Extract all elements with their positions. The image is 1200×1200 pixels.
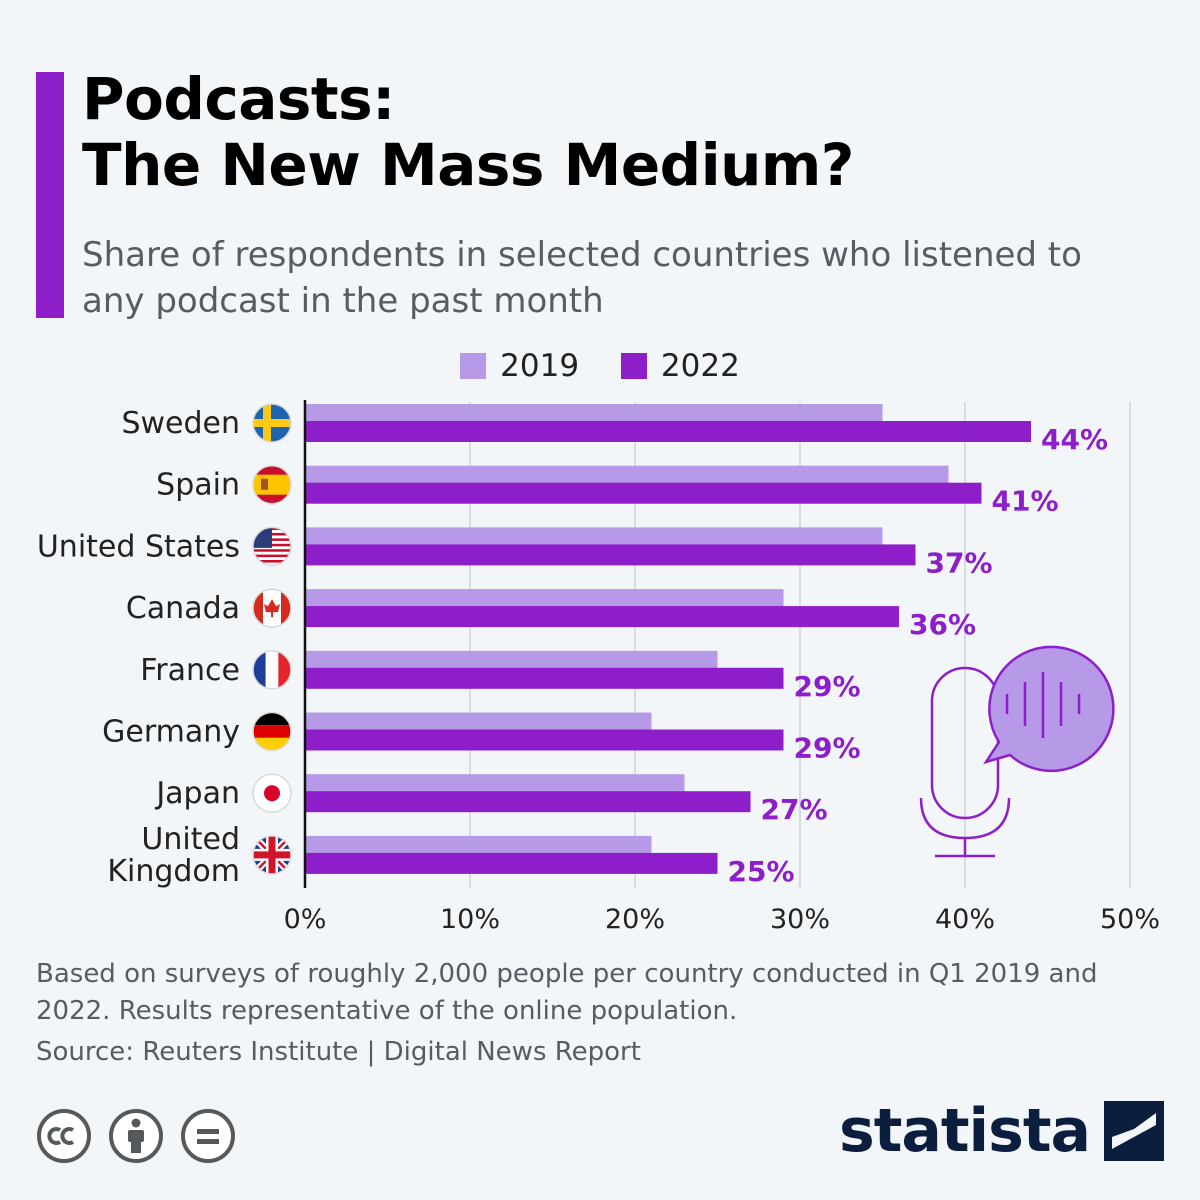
bar-2022-japan xyxy=(305,791,751,813)
bar-2019-spain xyxy=(305,465,949,485)
x-tick-label: 0% xyxy=(284,904,327,935)
flag-sweden-icon xyxy=(252,403,292,443)
legend-item-2019: 2019 xyxy=(460,348,579,384)
statista-mark-icon xyxy=(1104,1101,1164,1161)
data-label: 41% xyxy=(992,485,1059,518)
license-icons xyxy=(36,1108,236,1164)
brand-name: statista xyxy=(838,1096,1091,1166)
category-label: Sweden xyxy=(121,406,240,441)
category-label: Japan xyxy=(154,776,240,811)
x-tick-label: 20% xyxy=(605,904,665,935)
legend-swatch-2019 xyxy=(460,353,487,379)
accent-bar xyxy=(36,72,64,318)
data-label: 29% xyxy=(794,732,861,765)
data-label: 27% xyxy=(761,793,828,826)
bar-2022-germany xyxy=(305,729,784,751)
bar-2019-france xyxy=(305,650,718,670)
bar-2019-united-kingdom xyxy=(305,835,652,855)
category-label: France xyxy=(140,653,240,688)
legend-label-2019: 2019 xyxy=(500,348,580,384)
bar-2019-japan xyxy=(305,774,685,794)
bar-2022-united-states xyxy=(305,544,916,566)
flag-japan-icon xyxy=(252,773,292,813)
statista-logo: statista xyxy=(839,1096,1164,1166)
bar-2022-france xyxy=(305,667,784,689)
flag-france-icon xyxy=(252,650,292,690)
data-label: 29% xyxy=(794,670,861,703)
cc-icon xyxy=(37,1109,91,1163)
microphone-speech-bubble-icon xyxy=(919,645,1115,858)
x-tick-label: 40% xyxy=(935,904,995,935)
x-tick-label: 30% xyxy=(770,904,830,935)
bar-chart: 0% 10% 20% 30% 40% 50% 44% Sweden 41% Spain 37% Uni… xyxy=(37,400,1160,935)
bar-2019-united-states xyxy=(305,527,883,547)
flag-united-states-icon xyxy=(252,526,292,567)
data-label: 25% xyxy=(728,855,795,888)
data-label: 36% xyxy=(909,608,976,641)
legend-swatch-2022 xyxy=(620,353,647,379)
no-derivatives-icon xyxy=(181,1109,235,1163)
flag-canada-icon xyxy=(252,588,292,628)
legend-item-2022: 2022 xyxy=(620,348,740,384)
bar-2022-united-kingdom xyxy=(305,852,718,874)
chart-title: Podcasts: The New Mass Medium? xyxy=(82,65,854,199)
category-label: Spain xyxy=(156,468,240,503)
bar-2022-canada xyxy=(305,606,899,628)
x-tick-label: 50% xyxy=(1100,904,1160,935)
flag-united-kingdom-icon xyxy=(252,835,292,875)
data-label: 44% xyxy=(1041,423,1108,456)
category-label: United States xyxy=(37,529,240,564)
legend: 2019 2022 xyxy=(0,348,1200,387)
bar-2019-germany xyxy=(305,712,652,732)
category-label: Germany xyxy=(102,715,240,750)
x-tick-label: 10% xyxy=(440,904,500,935)
flag-spain-icon xyxy=(252,464,292,505)
bar-2019-canada xyxy=(305,589,784,609)
attribution-icon xyxy=(109,1109,163,1163)
legend-label-2022: 2022 xyxy=(660,348,740,384)
speech-bubble xyxy=(983,645,1115,773)
bar-2022-sweden xyxy=(305,421,1031,442)
source-note: Source: Reuters Institute | Digital News… xyxy=(36,1037,641,1067)
footnote: Based on surveys of roughly 2,000 people… xyxy=(36,959,1098,1026)
bar-2019-sweden xyxy=(305,404,883,423)
category-label: United Kingdom xyxy=(107,822,240,889)
chart-subtitle: Share of respondents in selected countri… xyxy=(82,235,1082,321)
bar-2022-spain xyxy=(305,482,982,504)
category-label: Canada xyxy=(126,591,240,626)
flag-germany-icon xyxy=(252,711,292,752)
data-label: 37% xyxy=(926,546,993,579)
